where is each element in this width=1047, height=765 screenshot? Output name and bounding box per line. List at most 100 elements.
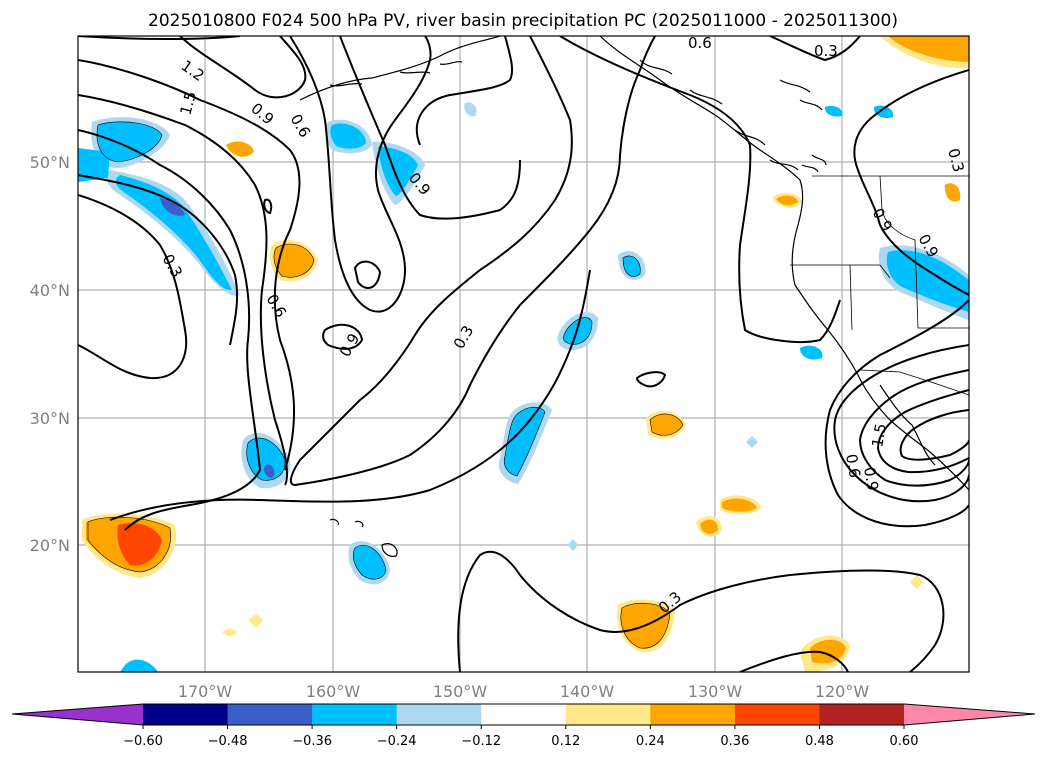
precip-negative-area [873,105,894,118]
lat-label: 30°N [30,409,70,428]
colorbar-segment [312,704,398,725]
pv-contour [853,69,969,226]
precip-positive-area [226,141,254,157]
lon-label: 130°W [688,682,743,701]
colorbar-segments [143,704,905,725]
coastline-baja [879,384,936,466]
colorbar-tick-label: −0.60 [123,734,163,749]
shading-outline [649,413,684,436]
precip-negative-area [115,175,232,291]
coastline-alaska [299,36,501,101]
precip-negative-area [568,539,578,551]
colorbar-extend-low [12,704,143,725]
precip-negative-area [824,106,843,117]
pv-contour [78,194,188,380]
lon-label: 140°W [560,682,615,701]
contour-label: 0.6 [688,34,712,52]
pv-contour [876,389,969,474]
pv-contour [109,269,591,521]
precip-negative-area [464,102,477,117]
coastline-north-america [599,36,969,491]
coastline-fjords [779,79,823,111]
lat-label: 20°N [30,536,70,555]
coastline-islands [399,60,463,74]
shading-outline [246,437,286,481]
colorbar-segment [143,704,229,725]
precip-negative-area [96,121,162,162]
precip-positive-area [888,36,969,62]
pv-contour [289,36,656,487]
colorbar-segment [819,704,905,725]
shading-outline [87,516,171,573]
colorbar-tick-label: 0.24 [636,734,665,749]
precip-positive-area [722,498,757,512]
pv-contour [457,550,945,672]
precip-negative-area [746,436,758,448]
coastline-inlets [639,59,799,171]
pv-contour [322,323,364,350]
lon-label: 160°W [306,682,361,701]
colorbar: −0.60 −0.48 −0.36 −0.24 −0.12 0.12 0.24 0.36 0.4… [11,703,1036,749]
pv-contours [78,36,969,672]
coastline-hawaii [329,518,398,557]
lat-axis: 50°N 40°N 30°N 20°N [30,153,70,555]
precip-negative-area [353,545,386,580]
pv-contour [289,36,432,313]
precip-negative-area [378,146,418,196]
border-states-2 [790,264,891,331]
shading-outline [96,121,163,163]
precip-negative-area [78,148,110,182]
precip-positive-area [248,614,264,628]
pv-contour [78,174,239,346]
colorbar-tick-label: 0.48 [805,734,834,749]
pv-contour [263,198,273,215]
precip-negative-area [160,198,185,216]
precip-negative-area [504,407,545,476]
pv-contour [415,36,514,146]
colorbar-tick-label: −0.12 [461,734,501,749]
pv-contour [78,59,301,471]
colorbar-tick-label: 0.36 [720,734,749,749]
shading-outline [622,255,641,277]
colorbar-segment [396,704,482,725]
pv-contour [78,36,241,40]
colorbar-ticks: −0.60 −0.48 −0.36 −0.24 −0.12 0.12 0.24 0.36 0.4… [123,725,918,749]
map-background [78,36,969,672]
colorbar-segment [565,704,651,725]
contour-label: 0.3 [944,146,968,174]
colorbar-segment [650,704,736,725]
precip-negative-area [800,345,823,360]
map-frame [77,35,970,673]
contour-label: 0.6 [842,453,864,480]
coastline-vancouver [801,154,827,173]
pv-contour [769,36,861,62]
colorbar-tick-label: −0.36 [292,734,332,749]
coastlines [299,36,969,557]
precip-positive-area [700,519,718,534]
shading-outlines [87,121,684,649]
precip-positive-area [650,413,683,436]
border-states [879,175,969,329]
colorbar-tick-label: −0.48 [208,734,248,749]
precip-positive-area [944,183,961,202]
map-panel: 1.2 1.5 0.9 0.6 0.9 0.3 0.6 0.9 0.3 0.6 … [77,34,970,673]
precip-negative-area [330,123,366,149]
pv-contour [899,409,969,461]
pv-contour [179,36,307,99]
lon-axis: 170°W 160°W 150°W 140°W 130°W 120°W [178,682,870,701]
precip-positive-area [776,195,798,206]
contour-label: 0.9 [860,466,882,493]
precip-positive-area [274,244,314,278]
pv-contour [739,650,849,672]
shading-outline [352,544,387,580]
colorbar-segment [227,704,313,725]
precip-shading [78,36,969,672]
lon-label: 150°W [433,682,488,701]
pv-contour [78,94,288,486]
colorbar-tick-label: 0.60 [890,734,919,749]
pv-contour [78,129,262,531]
pv-contour [879,224,969,296]
pv-contour [824,299,969,528]
precip-positive-area [810,639,846,664]
contour-label: 1.5 [176,89,200,117]
